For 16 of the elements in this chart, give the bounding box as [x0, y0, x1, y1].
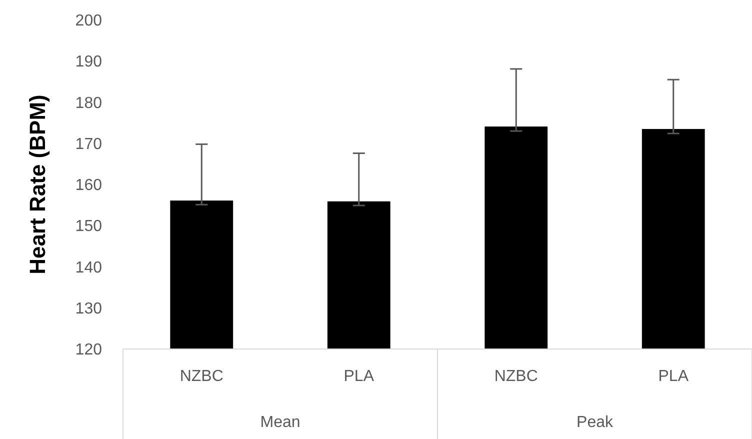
- y-axis-title: Heart Rate (BPM): [25, 94, 50, 274]
- y-tick-label: 160: [75, 177, 102, 194]
- y-tick-label: 150: [75, 218, 102, 236]
- y-tick-label: 180: [75, 94, 102, 112]
- y-tick-label: 200: [75, 12, 102, 30]
- text: Peak: [576, 414, 614, 431]
- y-tick-label: 120: [75, 342, 102, 359]
- x-tick-label: NZBC: [180, 368, 224, 385]
- y-tick-label: 170: [75, 136, 102, 153]
- x-tick-label: NZBC: [494, 368, 538, 385]
- y-tick-label: 140: [75, 259, 102, 276]
- x-tick-label: PLA: [658, 368, 689, 385]
- text: Mean: [260, 414, 300, 431]
- y-tick-label: 130: [75, 300, 102, 318]
- y-tick-label: 190: [75, 54, 102, 71]
- x-tick-label: PLA: [344, 368, 374, 385]
